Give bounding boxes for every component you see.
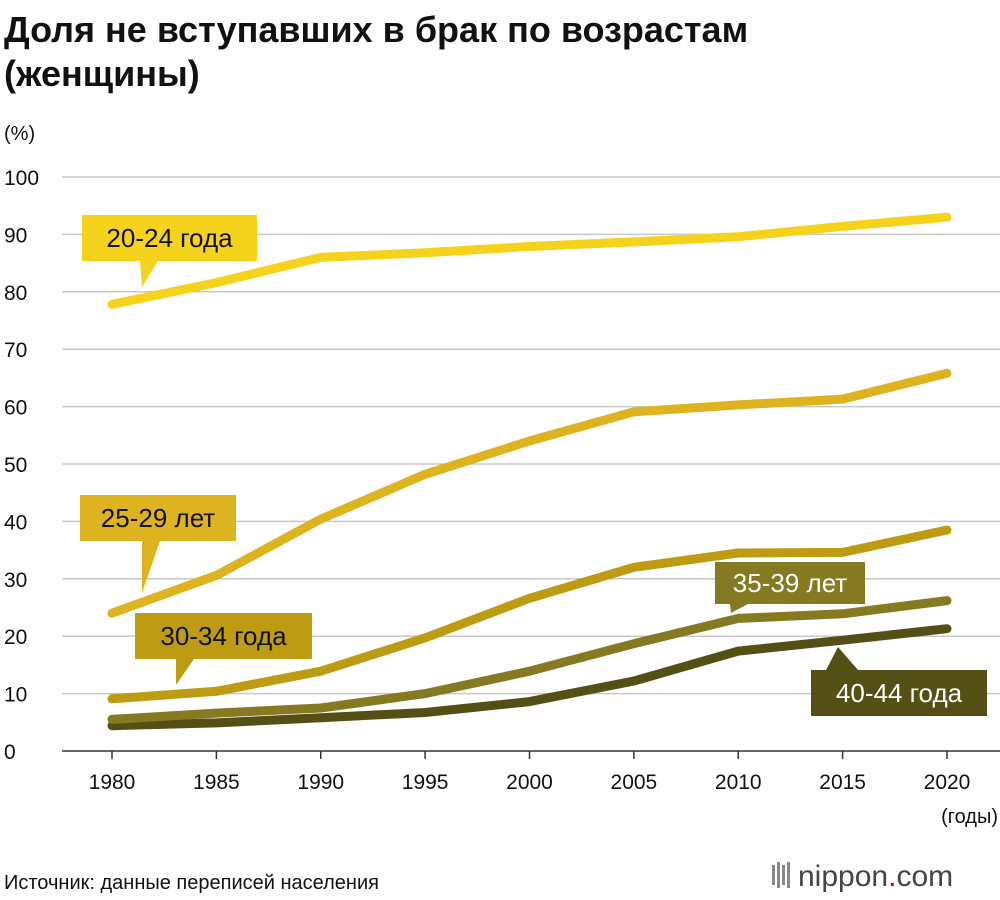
callout-box (82, 215, 257, 261)
series-label: 35-39 лет (733, 568, 847, 598)
series-label: 30-34 года (160, 621, 287, 651)
source-note: Источник: данные переписей населения (4, 872, 379, 894)
callout-box (811, 670, 987, 716)
series-lines (107, 212, 952, 731)
y-tick-label: 100 (4, 167, 39, 190)
series-callout-5: 40-44 года (811, 647, 987, 716)
y-tick-label: 20 (4, 626, 27, 649)
callout-pointer (142, 541, 160, 593)
series-line-2 (107, 368, 952, 618)
gridlines (62, 176, 1000, 752)
callout-box (80, 495, 236, 541)
callout-box (715, 562, 865, 604)
callout-pointer (730, 604, 748, 613)
series-label: 20-24 года (106, 223, 233, 253)
x-axis-ticks: 1980 1985 1990 1995 2000 2005 2010 2015 2020 (89, 751, 971, 794)
brand-dot: . (888, 860, 896, 893)
callout-pointer (140, 261, 158, 287)
chart-title-line-1: Доля не вступавших в брак по возрастам (4, 9, 748, 50)
y-tick-label: 70 (4, 339, 27, 362)
callout-box (135, 613, 312, 659)
series-label: 40-44 года (836, 678, 963, 708)
series-callouts: 20-24 года 25-29 лет 30-34 года 35-39 лет 40… (80, 215, 987, 716)
nippon-logo-mark (772, 862, 790, 888)
nippon-logo: nippon.com (772, 860, 953, 893)
y-tick-label: 10 (4, 684, 27, 707)
series-callout-1: 20-24 года (82, 215, 257, 287)
y-tick-label: 60 (4, 397, 27, 420)
brand-name: nippon (798, 860, 888, 893)
series-line-4 (107, 596, 952, 724)
series-label: 25-29 лет (101, 503, 215, 533)
y-axis-ticks: 0 10 20 30 40 50 60 70 80 90 100 (4, 167, 39, 764)
series-callout-3: 30-34 года (135, 613, 312, 685)
y-tick-label: 0 (4, 741, 16, 764)
series-line-5 (107, 624, 952, 731)
x-tick-label: 2015 (819, 771, 866, 794)
y-tick-label: 90 (4, 224, 27, 247)
callout-pointer (176, 659, 194, 685)
x-tick-label: 2005 (611, 771, 658, 794)
x-tick-label: 1980 (89, 771, 136, 794)
x-axis-unit-label: (годы) (941, 806, 998, 828)
callout-pointer (826, 647, 858, 670)
y-tick-label: 80 (4, 282, 27, 305)
x-tick-label: 1995 (402, 771, 449, 794)
brand-suffix: com (896, 860, 953, 893)
x-tick-label: 2000 (506, 771, 553, 794)
series-line-1 (107, 212, 952, 309)
x-tick-label: 2020 (924, 771, 971, 794)
x-tick-label: 2010 (715, 771, 762, 794)
y-tick-label: 50 (4, 454, 27, 477)
series-callout-2: 25-29 лет (80, 495, 236, 593)
y-tick-label: 30 (4, 569, 27, 592)
series-line-3 (107, 525, 952, 704)
series-callout-4: 35-39 лет (715, 562, 865, 613)
x-tick-label: 1985 (193, 771, 240, 794)
y-tick-label: 40 (4, 511, 27, 534)
nippon-logo-text: nippon.com (798, 860, 953, 893)
y-axis-unit-label: (%) (4, 123, 35, 145)
chart-title-line-2: (женщины) (4, 53, 200, 94)
x-tick-label: 1990 (297, 771, 344, 794)
